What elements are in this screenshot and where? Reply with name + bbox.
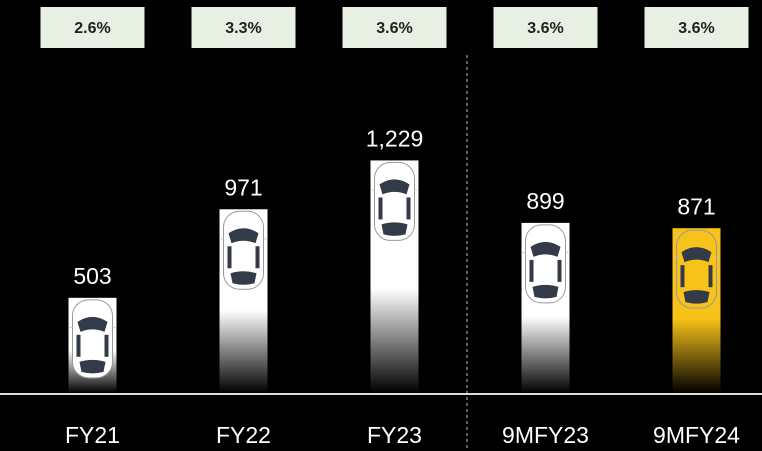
car-icon [523,225,569,303]
car-icon [221,211,267,289]
value-label: 899 [526,188,564,214]
value-label: 871 [677,193,715,219]
annotation: 3.6% [376,20,412,37]
x-tick-label: 9MFY23 [502,422,589,448]
car-icon [372,162,418,240]
x-tick-label: FY21 [65,422,120,448]
x-tick-label: FY22 [216,422,271,448]
annotation: 3.3% [225,20,261,37]
car-icon [70,300,116,378]
x-tick-label: 9MFY24 [653,422,740,448]
annotation: 3.6% [678,20,714,37]
x-tick-label: FY23 [367,422,422,448]
car-icon [674,230,720,308]
value-label: 971 [224,174,262,200]
chart: 2.6% FY21 503 3.3% FY22 971 3.6% FY23 1,229 3.6% 9… [0,0,762,451]
page: 2.6% FY21 503 3.3% FY22 971 3.6% FY23 1,229 3.6% 9… [0,0,762,451]
value-label: 503 [73,263,111,289]
value-label: 1,229 [366,126,424,152]
annotation: 2.6% [74,20,110,37]
annotation: 3.6% [527,20,563,37]
